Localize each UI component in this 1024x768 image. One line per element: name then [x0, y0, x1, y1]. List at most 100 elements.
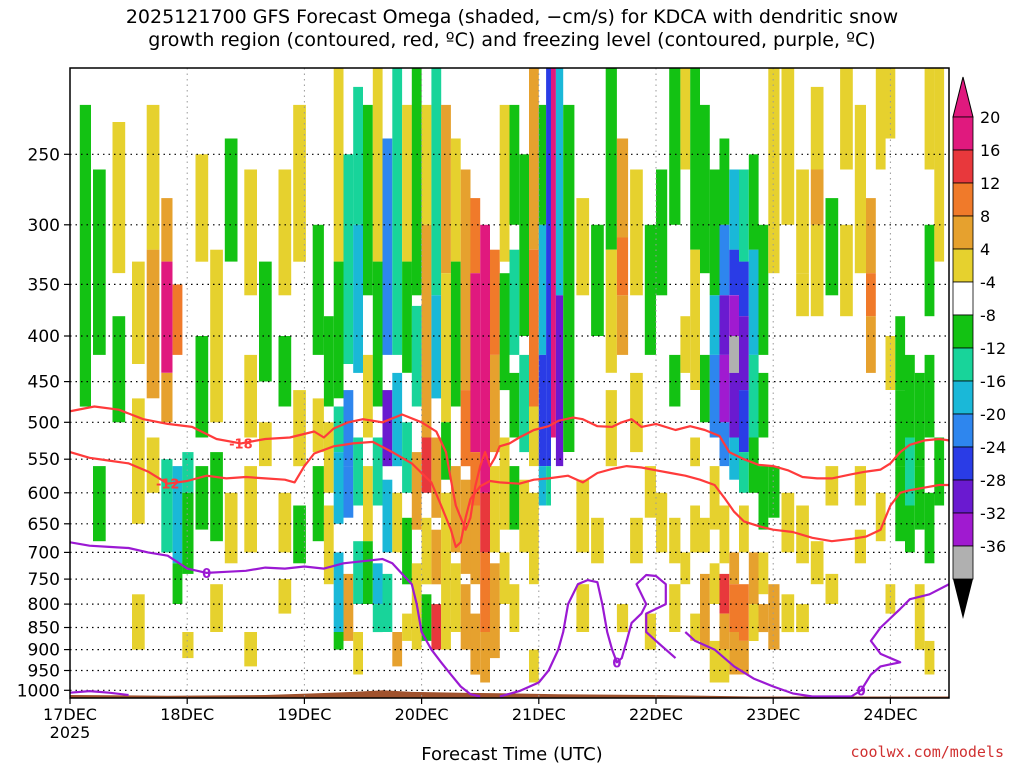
omega-cell — [421, 224, 432, 438]
omega-cell — [758, 372, 769, 438]
x-tick-label: 21DEC — [512, 705, 566, 724]
omega-cell — [293, 390, 306, 467]
omega-cell — [470, 452, 481, 506]
omega-cell — [509, 466, 520, 530]
omega-cell — [825, 466, 839, 506]
omega-cell — [748, 552, 759, 604]
omega-cell — [924, 354, 935, 438]
omega-cell — [748, 437, 759, 493]
omega-cell — [605, 390, 617, 467]
credit-text: coolwx.com/models — [850, 743, 1004, 761]
temperature-contours: -18 -12 0 0 0 — [70, 405, 949, 698]
omega-cell — [470, 613, 481, 675]
x-tick-label: 19DEC — [277, 705, 331, 724]
omega-cell — [538, 104, 547, 225]
omega-cell — [700, 573, 710, 650]
omega-cell — [529, 406, 539, 467]
omega-cell — [591, 517, 604, 564]
omega-cell — [293, 505, 306, 564]
contour--12 — [70, 440, 949, 548]
omega-cell — [499, 273, 510, 391]
y-tick-label: 900 — [28, 641, 60, 661]
omega-cell — [810, 224, 824, 317]
omega-cell — [509, 584, 520, 632]
colorbar-swatch — [952, 248, 974, 283]
y-tick-label: 750 — [28, 570, 60, 590]
omega-cell — [470, 198, 481, 274]
omega-cell — [748, 154, 759, 250]
contour-label: -12 — [156, 478, 180, 493]
colorbar-swatch — [952, 182, 974, 217]
omega-cell — [519, 354, 530, 453]
x-tick-label: 17DEC — [43, 705, 97, 724]
omega-cell — [669, 354, 681, 407]
omega-cell — [480, 492, 490, 553]
omega-cell — [333, 261, 344, 399]
omega-cell — [729, 584, 740, 632]
omega-cell — [644, 613, 656, 650]
contour-0d — [684, 583, 949, 698]
omega-cell — [172, 466, 183, 564]
omega-cell — [490, 249, 500, 355]
omega-cell — [866, 198, 876, 274]
omega-cell — [644, 466, 656, 518]
omega-cell — [450, 138, 461, 262]
colorbar-label: -28 — [980, 471, 1006, 490]
omega-cell — [840, 224, 853, 317]
omega-cell — [529, 249, 539, 407]
omega-cell — [546, 466, 551, 506]
omega-cell — [244, 354, 257, 438]
omega-cell — [840, 68, 853, 170]
omega-cell — [739, 640, 749, 675]
omega-cell — [146, 249, 160, 399]
omega-cell — [758, 466, 769, 530]
omega-cell — [333, 552, 344, 632]
chart-title: 2025121700 GFS Forecast Omega (shaded, −… — [0, 6, 1024, 52]
y-tick-label: 450 — [28, 373, 60, 393]
omega-cell — [161, 261, 173, 373]
omega-cell — [509, 372, 520, 438]
y-tick-label: 600 — [28, 484, 60, 504]
omega-cell — [431, 295, 442, 399]
omega-cell — [210, 452, 223, 542]
omega-cell — [244, 466, 257, 553]
omega-cell — [758, 552, 769, 595]
omega-cell — [161, 459, 173, 553]
omega-cell — [781, 594, 795, 633]
contour-label: -18 — [229, 437, 253, 452]
omega-cell — [729, 372, 740, 438]
y-tick-label: 400 — [28, 327, 60, 347]
omega-cell — [224, 138, 238, 262]
omega-cell — [591, 224, 604, 336]
y-tick-label: 350 — [28, 275, 60, 295]
colorbar-swatch — [952, 512, 974, 547]
omega-cell — [719, 573, 730, 614]
colorbar-label: -12 — [980, 339, 1006, 358]
chart-title-line2: growth region (contoured, red, ºC) and f… — [148, 29, 876, 51]
omega-cell — [353, 632, 363, 675]
omega-cell — [93, 169, 106, 355]
contour-label: 0 — [202, 567, 211, 582]
contour-0b — [70, 690, 129, 697]
colorbar-swatch — [952, 347, 974, 382]
omega-cell — [739, 505, 749, 553]
omega-cell — [421, 517, 432, 585]
omega-cell — [866, 273, 876, 317]
contour-0 — [70, 541, 481, 698]
omega-cell — [854, 104, 866, 225]
omega-cell — [680, 316, 691, 373]
omega-cell — [680, 552, 691, 585]
omega-cell — [709, 295, 720, 355]
omega-cell — [796, 604, 809, 633]
omega-cell — [555, 68, 564, 296]
colorbar-swatch — [952, 281, 974, 316]
omega-cell — [146, 104, 160, 250]
omega-cell — [895, 466, 906, 542]
omega-cell — [421, 594, 432, 641]
omega-cell — [616, 295, 629, 355]
omega-cell — [563, 336, 575, 452]
omega-cell — [519, 154, 530, 336]
colorbar-swatch — [952, 479, 974, 514]
y-tick-label: 700 — [28, 543, 60, 563]
